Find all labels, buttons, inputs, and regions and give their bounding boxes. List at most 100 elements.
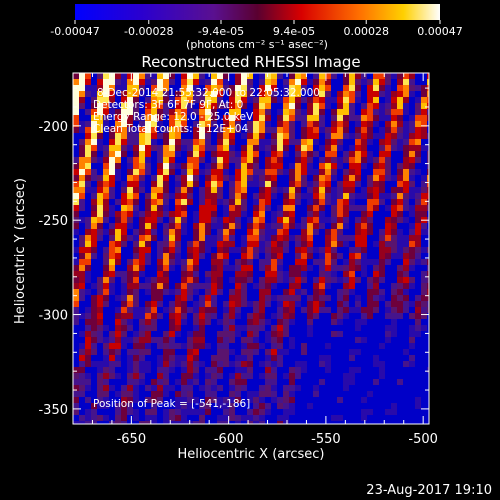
heatmap-cell (133, 145, 140, 152)
heatmap-cell (91, 193, 98, 200)
heatmap-cell (121, 253, 128, 260)
heatmap-cell (385, 331, 392, 338)
heatmap-cell (307, 229, 314, 236)
heatmap-cell (163, 211, 170, 218)
heatmap-cell (385, 79, 392, 86)
heatmap-cell (355, 409, 362, 416)
heatmap-cell (373, 391, 380, 398)
heatmap-cell (367, 349, 374, 356)
heatmap-cell (271, 283, 278, 290)
heatmap-cell (145, 397, 152, 404)
heatmap-cell (157, 163, 164, 170)
heatmap-cell (103, 295, 110, 302)
heatmap-cell (421, 157, 428, 164)
heatmap-cell (295, 403, 302, 410)
heatmap-cell (157, 127, 164, 134)
heatmap-cell (355, 349, 362, 356)
heatmap-cell (349, 265, 356, 272)
heatmap-cell (319, 253, 326, 260)
heatmap-cell (175, 127, 182, 134)
heatmap-cell (235, 385, 242, 392)
heatmap-cell (223, 271, 230, 278)
heatmap-cell (73, 271, 80, 278)
heatmap-cell (253, 85, 260, 92)
heatmap-cell (319, 343, 326, 350)
heatmap-cell (85, 79, 92, 86)
heatmap-cell (397, 133, 404, 140)
heatmap-cell (403, 187, 410, 194)
heatmap-cell (283, 343, 290, 350)
heatmap-cell (253, 361, 260, 368)
heatmap-cell (415, 391, 422, 398)
heatmap-cell (205, 259, 212, 266)
heatmap-cell (325, 97, 332, 104)
heatmap-cell (139, 109, 146, 116)
heatmap-cell (205, 349, 212, 356)
y-tick-label: -250 (38, 214, 68, 229)
heatmap-cell (217, 193, 224, 200)
heatmap-cell (355, 361, 362, 368)
heatmap-cell (127, 337, 134, 344)
heatmap-cell (145, 145, 152, 152)
heatmap-cell (169, 313, 176, 320)
heatmap-cell (193, 97, 200, 104)
heatmap-cell (97, 355, 104, 362)
heatmap-cell (295, 325, 302, 332)
heatmap-cell (355, 331, 362, 338)
heatmap-cell (241, 319, 248, 326)
heatmap-cell (217, 397, 224, 404)
heatmap-cell (355, 421, 362, 424)
heatmap-cell (115, 379, 122, 386)
heatmap-cell (421, 277, 428, 284)
heatmap-cell (97, 415, 104, 422)
heatmap-cell (199, 415, 206, 422)
heatmap-cell (115, 79, 122, 86)
heatmap-cell (145, 391, 152, 398)
heatmap-cell (133, 337, 140, 344)
heatmap-cell (169, 121, 176, 128)
heatmap-cell (109, 283, 116, 290)
heatmap-cell (187, 295, 194, 302)
heatmap-cell (139, 241, 146, 248)
heatmap-cell (361, 241, 368, 248)
heatmap-cell (247, 385, 254, 392)
heatmap-cell (355, 211, 362, 218)
heatmap-cell (145, 361, 152, 368)
heatmap-cell (379, 145, 386, 152)
heatmap-cell (133, 301, 140, 308)
heatmap-cell (211, 319, 218, 326)
heatmap-cell (283, 91, 290, 98)
heatmap-cell (175, 211, 182, 218)
heatmap-cell (289, 103, 296, 110)
heatmap-cell (73, 313, 80, 320)
heatmap-cell (325, 157, 332, 164)
heatmap-cell (271, 211, 278, 218)
heatmap-cell (409, 163, 416, 170)
heatmap-cell (103, 97, 110, 104)
heatmap-cell (265, 73, 272, 80)
heatmap-cell (187, 121, 194, 128)
heatmap-cell (415, 193, 422, 200)
heatmap-cell (295, 277, 302, 284)
heatmap-cell (397, 301, 404, 308)
heatmap-cell (247, 145, 254, 152)
heatmap-cell (151, 409, 158, 416)
heatmap-cell (379, 211, 386, 218)
heatmap-cell (181, 307, 188, 314)
heatmap-cell (187, 163, 194, 170)
heatmap-cell (109, 367, 116, 374)
heatmap-cell (115, 109, 122, 116)
heatmap-cell (319, 265, 326, 272)
heatmap-cell (115, 121, 122, 128)
heatmap-cell (85, 115, 92, 122)
heatmap-cell (421, 151, 428, 158)
heatmap-cell (79, 385, 86, 392)
heatmap-cell (277, 415, 284, 422)
heatmap-cell (205, 115, 212, 122)
heatmap-cell (235, 109, 242, 116)
heatmap-cell (343, 259, 350, 266)
heatmap-cell (199, 103, 206, 110)
heatmap-cell (217, 115, 224, 122)
heatmap-cell (229, 181, 236, 188)
heatmap-cell (301, 79, 308, 86)
